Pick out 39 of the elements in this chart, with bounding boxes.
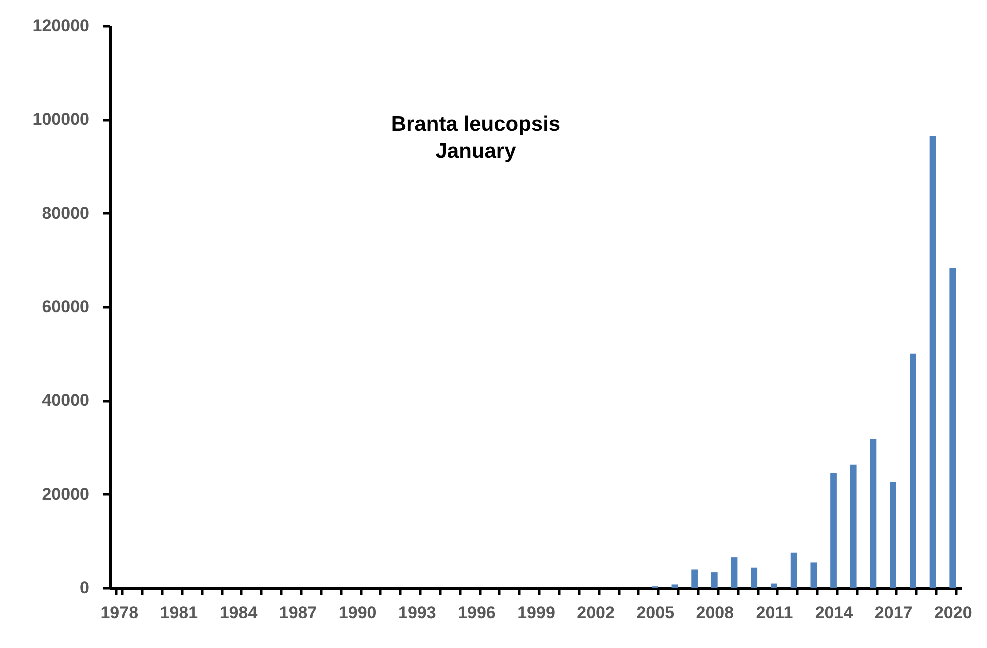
x-tick-label: 2002	[577, 604, 615, 622]
bar	[731, 558, 738, 588]
x-tick-label: 2017	[874, 604, 913, 622]
text: January	[436, 140, 517, 163]
bar	[751, 568, 758, 588]
y-tick-label: 100000	[32, 110, 90, 130]
x-tick-label: 2014	[815, 604, 854, 622]
bar	[870, 439, 877, 588]
x-tick-label: 1987	[279, 604, 318, 622]
bar	[711, 572, 718, 588]
bar	[790, 552, 798, 588]
y-tick-label: 40000	[42, 391, 90, 410]
bar	[850, 464, 857, 588]
x-tick-label: 1990	[338, 604, 377, 622]
bar	[890, 482, 896, 588]
bar	[910, 354, 916, 588]
x-tick-label: 1996	[458, 604, 496, 622]
bar	[771, 584, 778, 588]
y-tick-label: 80000	[42, 204, 90, 223]
x-tick-label: 1984	[220, 604, 258, 622]
bar	[672, 584, 678, 588]
x-tick-label: 1999	[518, 604, 556, 622]
x-tick-label: 1981	[160, 604, 198, 622]
x-tick-label: 2011	[756, 604, 794, 622]
y-tick-label: 120000	[32, 16, 90, 36]
bar	[950, 268, 956, 588]
text: Branta leucopsis	[391, 113, 561, 136]
bar	[830, 473, 837, 588]
x-tick-label: 2020	[934, 604, 972, 622]
bar	[930, 136, 936, 588]
x-tick-label: 1978	[100, 604, 139, 622]
x-tick-label: 2008	[696, 604, 734, 622]
x-tick-label: 2005	[636, 604, 675, 622]
y-tick-label: 0	[80, 578, 90, 598]
x-tick-label: 1993	[398, 604, 436, 622]
bar	[810, 562, 818, 588]
y-tick-label: 20000	[42, 484, 90, 504]
y-tick-label: 60000	[42, 298, 90, 316]
bar	[692, 570, 698, 588]
